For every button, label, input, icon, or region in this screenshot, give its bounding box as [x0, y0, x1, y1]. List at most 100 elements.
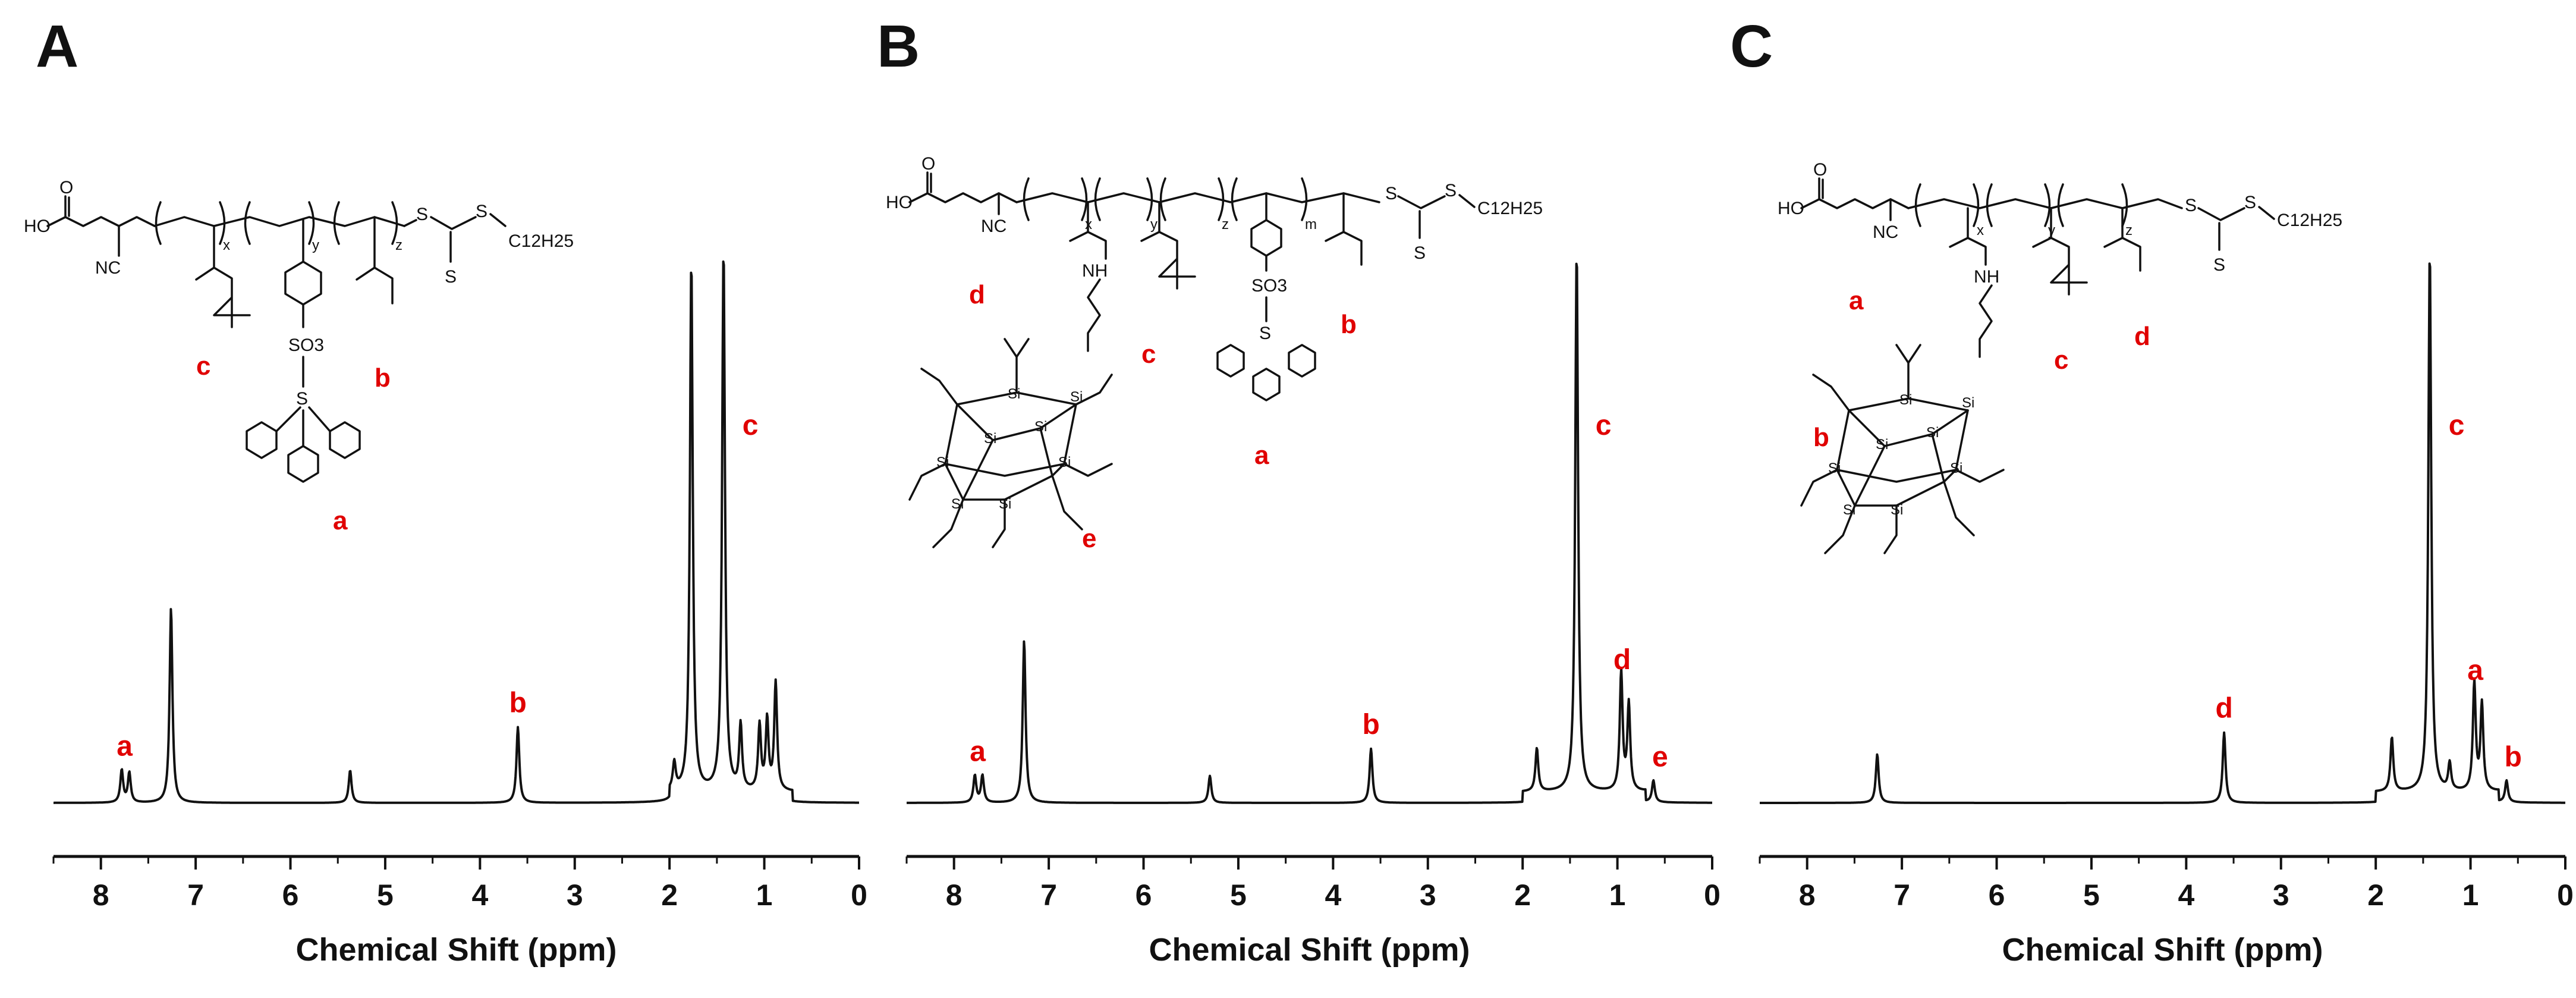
panel-letter-a: A — [36, 13, 78, 80]
x-tick-label: 3 — [1420, 878, 1436, 912]
z-sub: z — [395, 237, 402, 253]
m-sub: m — [1305, 216, 1317, 233]
spectrum-panel-b: 8 7 6 5 4 3 2 1 0 Chemical Shift (ppm) a b c d e — [905, 262, 1721, 968]
x-tick-label: 7 — [187, 878, 204, 912]
x-tick-label: 1 — [756, 878, 773, 912]
o-text: O — [59, 178, 73, 197]
panel-b: B HO O NC x y z m NH Si Si — [877, 13, 1543, 553]
panel-letter-c: C — [1730, 13, 1773, 80]
si-text: Si — [1950, 460, 1962, 476]
nc-text: NC — [981, 216, 1007, 236]
spectrum-line — [906, 262, 1713, 804]
x-tick-label: 4 — [471, 878, 488, 912]
nh-text: NH — [1082, 261, 1108, 281]
x-tick-label: 1 — [1609, 878, 1626, 912]
nh-text: NH — [1974, 267, 1999, 287]
si-text: Si — [1034, 419, 1047, 435]
o-text: O — [921, 154, 935, 174]
x-sub: x — [1977, 222, 1984, 238]
poss-cage-c: Si Si Si Si Si Si Si Si — [1800, 344, 2005, 554]
x-tick-label: 8 — [1799, 878, 1816, 912]
nc-text: NC — [95, 258, 121, 278]
struct-label-d: d — [969, 280, 985, 309]
si-text: Si — [1926, 425, 1939, 441]
y-sub: y — [312, 237, 319, 253]
x-tick-label: 6 — [282, 878, 299, 912]
s1-text: S — [1385, 184, 1397, 203]
ho-text: HO — [886, 193, 913, 212]
x-axis-title: Chemical Shift (ppm) — [295, 932, 617, 968]
x-tick-label: 0 — [851, 878, 867, 912]
struct-label-b: b — [1341, 310, 1357, 339]
x-tick-label: 2 — [661, 878, 678, 912]
ho-text: HO — [24, 216, 51, 236]
panel-c: C HO O NC x y z NH Si Si Si Si — [1730, 13, 2342, 554]
peak-label-e: e — [1652, 742, 1668, 773]
structure-c: HO O NC x y z NH Si Si Si Si Si Si — [1778, 160, 2342, 554]
nc-text: NC — [1873, 222, 1898, 242]
o-text: O — [1813, 160, 1827, 180]
x-tick-label: 6 — [1136, 878, 1152, 912]
s1-text: S — [416, 205, 428, 224]
spectrum-panel-c: 8 7 6 5 4 3 2 1 0 Chemical Shift (ppm) a b c d — [1759, 262, 2574, 968]
x-tick-label: 7 — [1894, 878, 1910, 912]
peak-label-b: b — [2505, 742, 2522, 773]
struct-label-a: a — [333, 506, 348, 535]
x-tick-label: 4 — [2178, 878, 2194, 912]
struct-label-c: c — [196, 352, 210, 381]
z-sub: z — [2125, 222, 2132, 238]
x-tick-label: 8 — [946, 878, 963, 912]
s2-text: S — [445, 267, 457, 287]
spectrum-line — [53, 260, 860, 804]
si-text: Si — [1008, 386, 1020, 402]
structure-b: HO O NC x y z m NH Si Si Si Si Si — [886, 154, 1543, 553]
si-text: Si — [1058, 454, 1071, 470]
x-tick-label: 2 — [1514, 878, 1531, 912]
struct-label-c: c — [1141, 340, 1156, 369]
x-tick-label: 5 — [1230, 878, 1247, 912]
structure-a: HO O NC x y z SO3 S — [24, 178, 574, 535]
x-sub: x — [223, 237, 230, 253]
s2-text: S — [2213, 255, 2225, 275]
struct-label-c: c — [2054, 346, 2068, 375]
struct-label-b: b — [1813, 423, 1829, 452]
x-tick-label: 0 — [2557, 878, 2574, 912]
c12h25-text: C12H25 — [508, 231, 574, 251]
x-tick-label: 0 — [1704, 878, 1721, 912]
x-tick-label: 5 — [377, 878, 394, 912]
peak-label-a: a — [970, 736, 986, 768]
c12h25-text: C12H25 — [2277, 211, 2342, 230]
si-text: Si — [984, 431, 996, 447]
si-text: Si — [1876, 437, 1888, 453]
peak-label-d: d — [1613, 644, 1631, 676]
spectra-layer: 8 7 6 5 4 3 2 1 0 Chemical Shift (ppm) a b c 8 7 6 5 4 3 2 1… — [52, 260, 2574, 968]
x-tick-label: 6 — [1989, 878, 2005, 912]
spectrum-panel-a: 8 7 6 5 4 3 2 1 0 Chemical Shift (ppm) a b c — [52, 260, 867, 968]
c12h25-text: C12H25 — [1477, 199, 1543, 218]
peak-label-a: a — [117, 730, 133, 762]
s1-text: S — [2185, 196, 2197, 215]
peak-label-b: b — [1362, 709, 1379, 740]
spectrum-line — [1759, 262, 2566, 804]
x-tick-label: 5 — [2083, 878, 2100, 912]
si-text: Si — [1899, 392, 1912, 408]
peak-label-b: b — [509, 688, 526, 719]
peak-label-c: c — [743, 410, 759, 441]
z-sub: z — [1222, 216, 1229, 233]
struct-label-a: a — [1849, 286, 1864, 315]
s-plus-text: S — [296, 389, 308, 409]
y-sub: y — [1150, 216, 1158, 233]
struct-label-a: a — [1254, 441, 1269, 470]
panel-a: A HO O NC x y z SO3 S — [24, 13, 574, 535]
peak-label-c: c — [2449, 410, 2465, 441]
poss-cage-b: Si Si Si Si Si Si Si Si — [908, 338, 1113, 548]
s3-text: S — [2244, 193, 2256, 212]
x-axis-title: Chemical Shift (ppm) — [2002, 932, 2323, 968]
x-tick-label: 3 — [567, 878, 583, 912]
si-text: Si — [1070, 389, 1083, 405]
peak-label-d: d — [2215, 693, 2232, 724]
ho-text: HO — [1778, 199, 1804, 218]
struct-label-e: e — [1082, 524, 1096, 553]
peak-label-a: a — [2467, 655, 2483, 686]
